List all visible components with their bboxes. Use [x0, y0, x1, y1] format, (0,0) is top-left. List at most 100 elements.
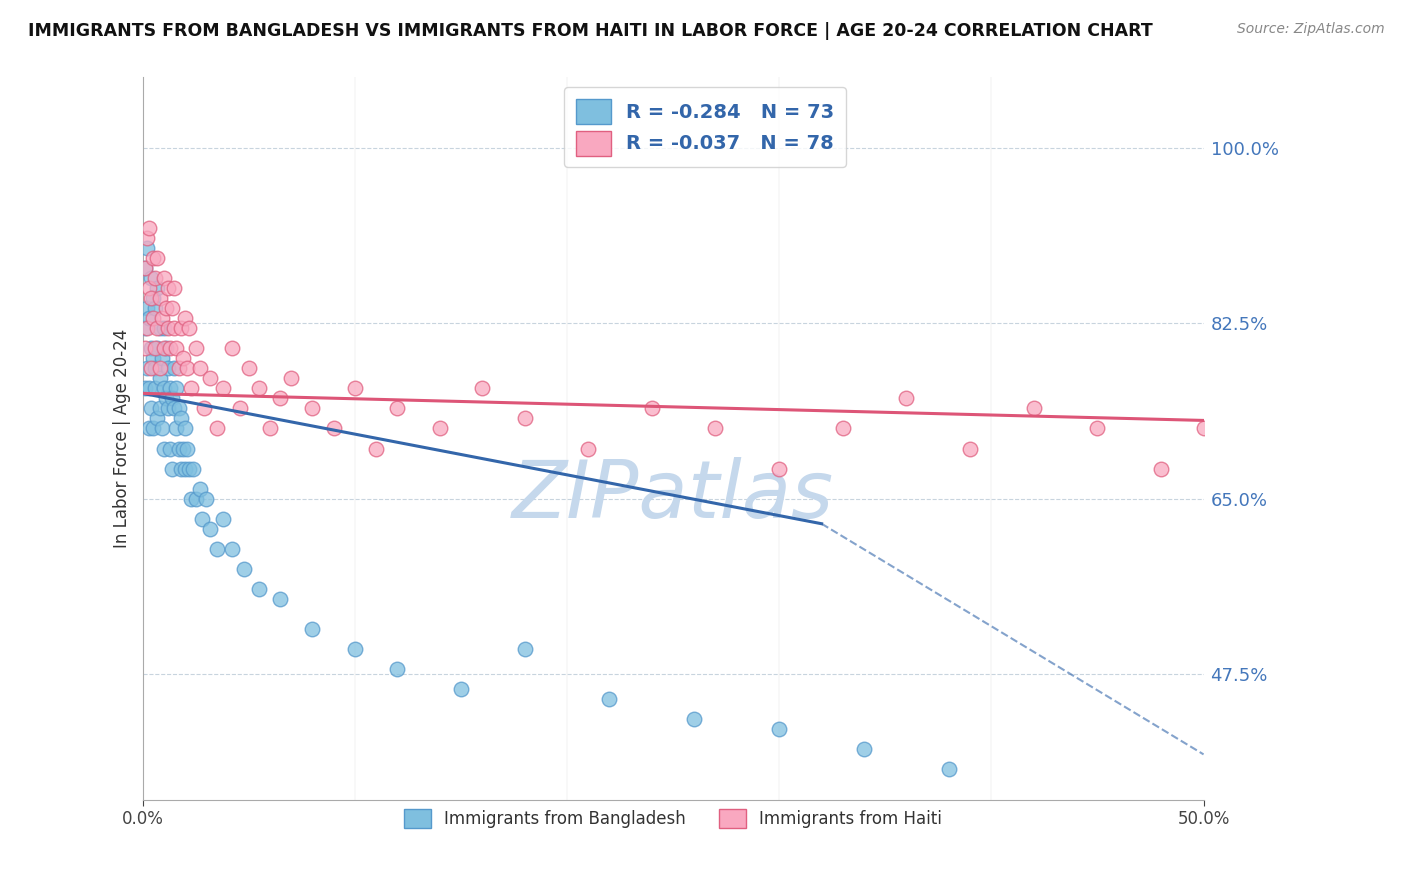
Point: [280, 371, 302, 385]
Point: [229, 401, 252, 416]
Point: [1022, 401, 1045, 416]
Point: [135, 231, 157, 245]
Point: [167, 442, 190, 456]
Point: [156, 401, 179, 416]
Point: [1192, 421, 1215, 435]
Point: [155, 341, 177, 355]
Point: [221, 541, 243, 556]
Point: [143, 381, 166, 395]
Point: [167, 401, 190, 416]
Point: [152, 271, 174, 285]
Point: [135, 321, 157, 335]
Point: [163, 281, 186, 295]
Point: [134, 341, 156, 355]
Point: [143, 361, 166, 376]
Point: [205, 421, 228, 435]
Point: [301, 622, 323, 636]
Point: [135, 241, 157, 255]
Point: [138, 421, 160, 435]
Point: [159, 341, 181, 355]
Point: [148, 371, 170, 385]
Point: [146, 341, 169, 355]
Point: [1234, 442, 1257, 456]
Point: [139, 361, 162, 376]
Point: [704, 421, 727, 435]
Point: [959, 442, 981, 456]
Point: [152, 321, 174, 335]
Point: [768, 461, 790, 475]
Point: [162, 461, 184, 475]
Point: [139, 341, 162, 355]
Point: [247, 582, 270, 596]
Point: [471, 381, 494, 395]
Point: [1150, 461, 1173, 475]
Point: [143, 341, 166, 355]
Point: [170, 461, 193, 475]
Point: [1320, 461, 1343, 475]
Point: [853, 742, 876, 756]
Point: [143, 301, 166, 315]
Point: [163, 401, 186, 416]
Point: [155, 392, 177, 406]
Point: [1362, 421, 1385, 435]
Point: [163, 321, 186, 335]
Point: [159, 381, 181, 395]
Point: [641, 401, 664, 416]
Point: [180, 381, 202, 395]
Point: [450, 682, 472, 697]
Point: [269, 392, 291, 406]
Point: [156, 281, 179, 295]
Point: [831, 421, 853, 435]
Point: [247, 381, 270, 395]
Point: [142, 251, 165, 265]
Point: [1405, 622, 1406, 636]
Point: [150, 351, 173, 366]
Point: [167, 361, 190, 376]
Point: [200, 371, 222, 385]
Point: [134, 381, 156, 395]
Point: [385, 662, 408, 676]
Point: [683, 712, 706, 726]
Point: [429, 421, 451, 435]
Point: [170, 321, 193, 335]
Text: ZIPatlas: ZIPatlas: [512, 458, 834, 535]
Point: [233, 562, 256, 576]
Point: [183, 461, 205, 475]
Point: [896, 392, 918, 406]
Point: [176, 361, 198, 376]
Point: [205, 541, 228, 556]
Point: [221, 341, 243, 355]
Point: [138, 220, 160, 235]
Point: [259, 421, 281, 435]
Point: [142, 311, 165, 326]
Point: [172, 351, 194, 366]
Text: Source: ZipAtlas.com: Source: ZipAtlas.com: [1237, 22, 1385, 37]
Point: [152, 442, 174, 456]
Point: [138, 381, 160, 395]
Point: [768, 723, 790, 737]
Point: [142, 421, 165, 435]
Point: [1277, 401, 1299, 416]
Point: [212, 381, 235, 395]
Point: [135, 361, 157, 376]
Point: [162, 301, 184, 315]
Point: [143, 271, 166, 285]
Point: [184, 491, 207, 506]
Point: [576, 442, 599, 456]
Point: [146, 411, 169, 425]
Point: [159, 442, 181, 456]
Point: [180, 491, 202, 506]
Point: [142, 291, 165, 305]
Point: [193, 401, 215, 416]
Point: [174, 421, 197, 435]
Point: [179, 321, 201, 335]
Point: [195, 491, 218, 506]
Point: [162, 392, 184, 406]
Point: [150, 421, 173, 435]
Point: [343, 381, 366, 395]
Point: [139, 271, 162, 285]
Point: [139, 401, 162, 416]
Point: [598, 692, 620, 706]
Point: [166, 381, 188, 395]
Point: [188, 361, 211, 376]
